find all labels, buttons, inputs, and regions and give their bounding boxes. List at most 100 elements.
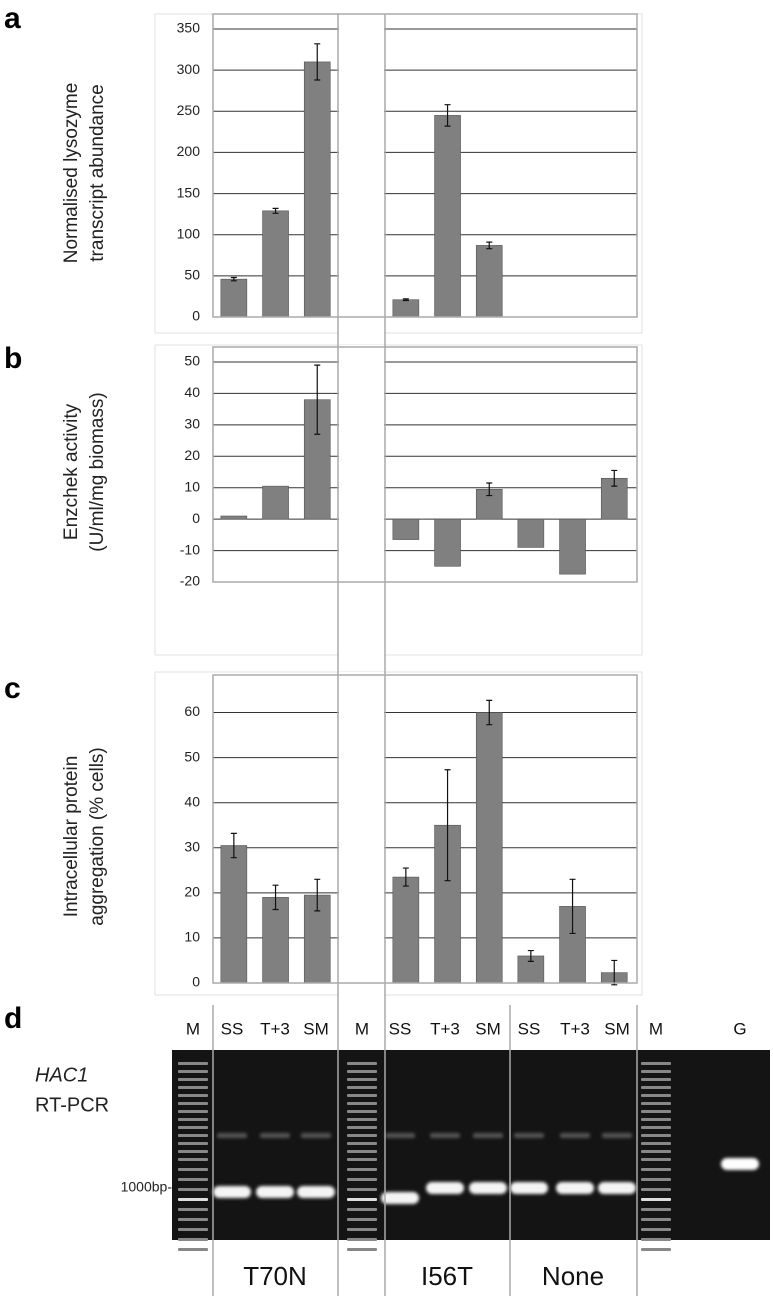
ladder-band <box>178 1118 208 1121</box>
ladder-band <box>178 1208 208 1211</box>
error-bar <box>314 43 321 81</box>
y-tick-label: 0 <box>192 308 200 324</box>
ladder-band <box>641 1142 671 1145</box>
band <box>598 1182 636 1194</box>
faint-band <box>385 1133 415 1138</box>
y-axis-title: Intracellular protein <box>61 756 82 918</box>
band <box>256 1186 294 1198</box>
error-bar <box>527 949 534 962</box>
faint-band <box>514 1133 544 1138</box>
y-tick-label: -20 <box>180 573 200 589</box>
bar <box>517 518 545 548</box>
bar <box>220 278 248 318</box>
ladder-band <box>347 1134 377 1137</box>
band <box>297 1186 335 1198</box>
y-axis-title: Normalised lysozyme <box>61 83 82 264</box>
error-bar <box>569 878 576 935</box>
y-axis-title: transcript abundance <box>87 84 108 261</box>
ladder-band <box>347 1150 377 1153</box>
gap-column <box>339 14 384 334</box>
ladder-band <box>641 1150 671 1153</box>
error-bar <box>611 469 618 487</box>
bar <box>392 299 420 318</box>
y-tick-label: 150 <box>177 184 201 200</box>
lane-label: SS <box>221 1019 244 1038</box>
ladder-band <box>347 1126 377 1129</box>
ladder-band <box>641 1158 671 1161</box>
bar <box>434 518 461 567</box>
bar <box>303 61 331 318</box>
ladder-band <box>641 1134 671 1137</box>
ladder-band <box>347 1248 377 1251</box>
ladder-band <box>641 1168 671 1171</box>
y-tick-label: 0 <box>192 974 200 990</box>
group-label: I56T <box>421 1261 473 1291</box>
ladder-band <box>347 1142 377 1145</box>
error-bar <box>611 959 618 986</box>
ladder-band <box>347 1188 377 1191</box>
y-tick-label: 20 <box>184 447 200 463</box>
faint-band <box>260 1133 290 1138</box>
group-label: None <box>542 1261 604 1291</box>
lane-label: T+3 <box>430 1019 460 1038</box>
plot-frame <box>212 346 638 583</box>
ladder-band <box>641 1228 671 1231</box>
y-tick-label: -10 <box>180 541 200 557</box>
gel-label: RT-PCR <box>35 1094 109 1116</box>
panel-label: c <box>4 672 21 705</box>
band <box>556 1182 594 1194</box>
bar <box>392 876 420 984</box>
ladder-band <box>641 1078 671 1081</box>
ladder-band <box>641 1126 671 1129</box>
ladder-band <box>347 1158 377 1161</box>
bar <box>262 210 289 318</box>
plot-frame <box>212 13 638 318</box>
error-bar <box>314 364 321 435</box>
lane-label: M <box>355 1019 369 1038</box>
y-axis-title: Enzchek activity <box>61 403 82 540</box>
ladder-band <box>347 1110 377 1113</box>
y-tick-label: 40 <box>184 793 200 809</box>
ladder-band <box>641 1238 671 1241</box>
y-tick-label: 50 <box>184 267 200 283</box>
faint-band <box>301 1133 331 1138</box>
bar <box>220 515 248 520</box>
ladder-band <box>641 1118 671 1121</box>
ladder-band <box>178 1126 208 1129</box>
y-tick-label: 100 <box>177 225 201 241</box>
ladder-band <box>347 1228 377 1231</box>
ladder-band <box>347 1062 377 1065</box>
bar <box>559 518 586 575</box>
lane-label: SM <box>303 1019 329 1038</box>
ladder-band <box>347 1070 377 1073</box>
band <box>510 1182 548 1194</box>
bar <box>434 115 461 318</box>
error-bar <box>486 482 493 497</box>
panel-label: a <box>4 2 21 35</box>
lane-label: G <box>733 1019 746 1038</box>
gap-column <box>339 345 384 656</box>
y-tick-label: 250 <box>177 102 201 118</box>
ladder-band <box>641 1110 671 1113</box>
ladder-band <box>641 1086 671 1089</box>
y-tick-label: 30 <box>184 838 200 854</box>
ladder-band <box>178 1070 208 1073</box>
lane-label: SM <box>604 1019 630 1038</box>
error-bar <box>444 769 451 882</box>
gap-column <box>339 672 384 996</box>
ladder-band <box>641 1198 671 1201</box>
y-tick-label: 200 <box>177 143 201 159</box>
ladder-band <box>178 1238 208 1241</box>
error-bar <box>402 298 409 302</box>
error-bar <box>230 276 237 282</box>
y-tick-label: 350 <box>177 20 201 36</box>
faint-band <box>473 1133 503 1138</box>
error-bar <box>272 884 279 911</box>
ladder-band <box>178 1158 208 1161</box>
ladder-band <box>347 1218 377 1221</box>
band <box>213 1186 251 1198</box>
ladder-band <box>178 1110 208 1113</box>
error-bar <box>272 207 279 214</box>
ladder-band <box>178 1142 208 1145</box>
